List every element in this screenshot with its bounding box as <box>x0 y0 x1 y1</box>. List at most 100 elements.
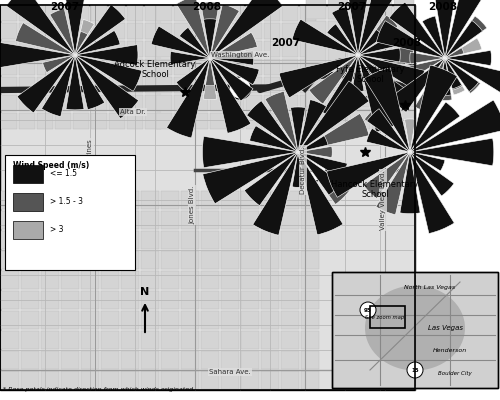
Wedge shape <box>404 17 445 58</box>
Wedge shape <box>410 124 438 152</box>
Bar <box>301 271 319 289</box>
Wedge shape <box>376 152 410 171</box>
Wedge shape <box>72 36 78 55</box>
Wedge shape <box>418 43 445 58</box>
Bar <box>300 77 316 93</box>
Wedge shape <box>410 131 431 152</box>
Wedge shape <box>210 36 232 58</box>
Bar <box>228 5 244 21</box>
Bar <box>350 109 370 129</box>
Wedge shape <box>198 58 210 80</box>
Wedge shape <box>32 55 75 98</box>
Text: 2008: 2008 <box>192 2 222 12</box>
Bar <box>301 311 319 329</box>
Bar <box>201 291 219 309</box>
Bar <box>241 311 259 329</box>
Bar <box>81 291 99 309</box>
Bar <box>141 231 159 249</box>
Wedge shape <box>258 152 298 192</box>
Bar <box>181 331 199 349</box>
Bar <box>372 87 392 107</box>
Wedge shape <box>366 128 410 152</box>
Bar <box>372 21 392 41</box>
Wedge shape <box>201 2 219 58</box>
Bar <box>282 77 298 93</box>
Bar <box>0 5 415 390</box>
Bar <box>127 41 143 57</box>
Bar <box>210 41 226 57</box>
Bar <box>21 251 39 269</box>
Bar <box>300 23 316 39</box>
Bar <box>41 271 59 289</box>
Wedge shape <box>210 4 240 58</box>
Wedge shape <box>6 0 75 55</box>
Bar <box>61 291 79 309</box>
Bar <box>141 371 159 389</box>
Bar <box>19 95 35 111</box>
Bar <box>161 271 179 289</box>
Wedge shape <box>445 38 482 58</box>
Bar <box>19 77 35 93</box>
Text: Hancock Elementary
School: Hancock Elementary School <box>332 180 418 200</box>
Bar <box>91 41 107 57</box>
Text: Jones Blvd.: Jones Blvd. <box>189 186 195 224</box>
Circle shape <box>360 302 376 318</box>
Text: Alta Dr.: Alta Dr. <box>120 109 146 115</box>
Bar <box>174 95 190 111</box>
Bar <box>121 231 139 249</box>
Wedge shape <box>410 140 432 152</box>
Bar <box>156 113 172 129</box>
Wedge shape <box>348 0 368 55</box>
Text: See zoom map: See zoom map <box>366 316 405 320</box>
Wedge shape <box>206 58 214 86</box>
Bar <box>394 109 414 129</box>
Bar <box>181 271 199 289</box>
Wedge shape <box>322 55 358 120</box>
Wedge shape <box>210 37 248 58</box>
Bar <box>246 41 262 57</box>
Bar <box>121 351 139 369</box>
Wedge shape <box>265 91 298 152</box>
Bar <box>300 113 316 129</box>
Wedge shape <box>298 114 369 152</box>
Bar <box>221 351 239 369</box>
Wedge shape <box>75 20 94 55</box>
Wedge shape <box>358 55 370 67</box>
Bar <box>1 231 19 249</box>
Bar <box>91 23 107 39</box>
Wedge shape <box>410 152 455 234</box>
Bar <box>221 251 239 269</box>
Bar <box>1 95 17 111</box>
Bar <box>281 291 299 309</box>
Bar <box>241 211 259 229</box>
Wedge shape <box>298 135 315 152</box>
Bar <box>181 371 199 389</box>
Wedge shape <box>366 109 410 152</box>
Bar <box>141 331 159 349</box>
Wedge shape <box>298 146 332 158</box>
Bar <box>301 251 319 269</box>
Bar <box>61 211 79 229</box>
Bar <box>41 371 59 389</box>
Bar <box>201 311 219 329</box>
Wedge shape <box>376 152 410 215</box>
Bar <box>81 371 99 389</box>
Bar <box>127 95 143 111</box>
Wedge shape <box>66 55 84 110</box>
Wedge shape <box>0 41 75 69</box>
Bar <box>181 211 199 229</box>
Bar <box>306 65 326 85</box>
Bar <box>156 95 172 111</box>
Text: > 1.5 - 3: > 1.5 - 3 <box>50 198 83 206</box>
Bar <box>328 43 348 63</box>
Bar <box>21 271 39 289</box>
Bar <box>370 306 405 328</box>
Bar <box>264 41 280 57</box>
Wedge shape <box>404 152 416 192</box>
Wedge shape <box>292 152 304 187</box>
Bar <box>19 5 35 21</box>
Bar <box>1 371 19 389</box>
Bar <box>41 331 59 349</box>
Bar <box>246 59 262 75</box>
Wedge shape <box>190 58 210 78</box>
